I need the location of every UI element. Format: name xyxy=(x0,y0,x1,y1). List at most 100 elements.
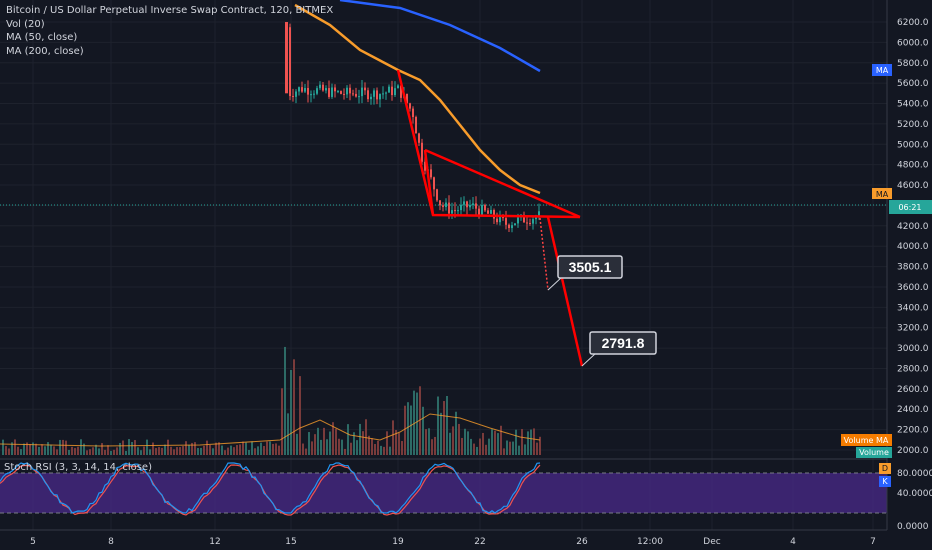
candle-body xyxy=(376,90,378,100)
volume-bar xyxy=(539,436,541,455)
volume-bar xyxy=(455,411,457,455)
candle-body xyxy=(454,210,456,212)
target2-label: 2791.8 xyxy=(602,335,645,351)
ma200-line xyxy=(339,0,541,73)
candle-body xyxy=(445,202,447,208)
candle-body xyxy=(457,210,459,212)
volume-bar xyxy=(92,447,94,455)
candle-body xyxy=(472,203,474,206)
volume-bar xyxy=(71,446,73,455)
volume-bar xyxy=(194,442,196,455)
time-tick-label: 7 xyxy=(870,537,876,547)
pattern-upper-line[interactable] xyxy=(424,148,581,219)
stoch-band xyxy=(0,473,887,513)
projection-dotted[interactable] xyxy=(539,217,549,291)
volume-bars xyxy=(2,346,541,455)
candle-body xyxy=(436,189,438,201)
target1-callout[interactable]: 3505.1 xyxy=(547,255,623,291)
projection-line[interactable] xyxy=(546,216,584,367)
stoch-rsi-title[interactable]: Stoch RSI (3, 3, 14, 14, close) xyxy=(4,462,152,473)
candle-body xyxy=(538,211,540,217)
volume-bar xyxy=(122,440,124,455)
price-axis-bg xyxy=(887,0,932,550)
ma50-line xyxy=(294,3,541,195)
time-axis[interactable]: 5 8 12 15 19 22 26 12:00 Dec 4 7 xyxy=(30,537,876,547)
price-tick-label: 4000.0 xyxy=(897,242,929,252)
legend-vol[interactable]: Vol (20) xyxy=(6,18,45,30)
volume-bar xyxy=(437,396,439,455)
volume-bar xyxy=(212,448,214,455)
volume-bar xyxy=(533,428,535,455)
volume-bar xyxy=(452,426,454,455)
price-tick-label: 6200.0 xyxy=(897,18,929,28)
candle-body xyxy=(367,90,369,100)
candle-body xyxy=(517,217,519,224)
price-axis[interactable]: 6200.0 6000.0 5800.0 5600.0 5400.0 5200.0 5000… xyxy=(897,18,929,456)
volume-bar xyxy=(239,444,241,455)
volume-bar xyxy=(107,445,109,455)
volume-bar xyxy=(179,447,181,455)
pattern-left-edge[interactable] xyxy=(423,149,435,216)
candle-body xyxy=(466,201,468,208)
candle-body xyxy=(382,93,384,95)
stoch-tick-label: 80.0000 xyxy=(897,469,932,479)
volume-bar xyxy=(320,439,322,455)
legend-ma50[interactable]: MA (50, close) xyxy=(6,32,78,43)
legend-ma200[interactable]: MA (200, close) xyxy=(6,45,84,57)
volume-bar xyxy=(29,443,31,455)
volume-bar xyxy=(221,445,223,455)
volume-bar xyxy=(113,449,115,455)
volume-bar xyxy=(77,446,79,455)
svg-text:06:21: 06:21 xyxy=(898,203,921,212)
symbol-title[interactable]: Bitcoin / US Dollar Perpetual Inverse Sw… xyxy=(6,5,334,16)
price-tick-label: 2400.0 xyxy=(897,405,929,415)
volume-bar xyxy=(419,386,421,455)
volume-bar xyxy=(74,448,76,455)
drawn-pattern[interactable] xyxy=(396,69,584,367)
volume-bar xyxy=(416,392,418,455)
candle-body xyxy=(388,86,390,93)
candle-body xyxy=(397,85,399,89)
candle-body xyxy=(316,88,318,94)
candle-body xyxy=(343,93,345,95)
volume-bar xyxy=(251,441,253,455)
target2-callout[interactable]: 2791.8 xyxy=(581,331,657,367)
price-tick-label: 5000.0 xyxy=(897,140,929,150)
candle-body xyxy=(493,210,495,219)
svg-text:Volume MA: Volume MA xyxy=(844,436,889,445)
volume-bar xyxy=(440,412,442,455)
volume-bar xyxy=(23,443,25,455)
volume-bar xyxy=(344,448,346,455)
volume-bar xyxy=(443,401,445,455)
volume-bar xyxy=(164,444,166,455)
volume-bar xyxy=(365,419,367,455)
volume-bar xyxy=(476,446,478,455)
stoch-k-line xyxy=(0,462,541,514)
candle-body xyxy=(310,94,312,96)
volume-bar xyxy=(293,359,295,455)
volume-bar xyxy=(131,441,133,455)
volume-bar xyxy=(467,431,469,455)
candle-body xyxy=(385,92,387,94)
volume-bar xyxy=(257,446,259,455)
candle-body xyxy=(346,87,348,95)
candle-body xyxy=(295,91,297,97)
candle-body xyxy=(460,204,462,211)
candle-body xyxy=(364,87,366,91)
chart-legend: Bitcoin / US Dollar Perpetual Inverse Sw… xyxy=(6,4,333,58)
volume-ma-tag: Volume MA xyxy=(841,434,892,446)
volume-bar xyxy=(449,432,451,455)
volume-bar xyxy=(203,445,205,455)
volume-bar xyxy=(305,448,307,455)
candle-body xyxy=(319,84,321,89)
volume-bar xyxy=(518,445,520,455)
candle-body xyxy=(529,223,531,225)
volume-bar xyxy=(530,429,532,455)
candle-body xyxy=(415,117,417,134)
volume-bar xyxy=(236,445,238,455)
stoch-axis[interactable]: 80.0000 40.0000 0.0000 xyxy=(897,469,932,532)
candle-body xyxy=(433,177,435,190)
target2-pointer xyxy=(581,352,597,367)
volume-bar xyxy=(125,450,127,455)
